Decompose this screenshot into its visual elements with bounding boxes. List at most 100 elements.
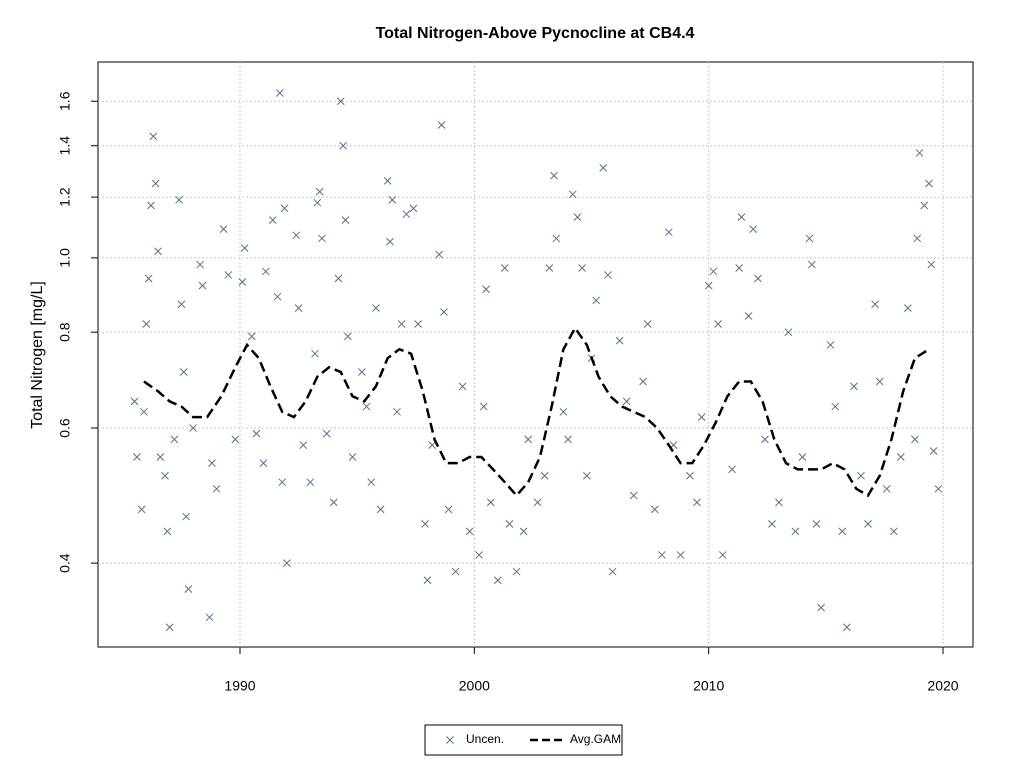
y-tick-label: 0.4 — [57, 553, 73, 573]
point — [170, 435, 179, 444]
point — [219, 225, 228, 233]
point — [465, 527, 474, 536]
point — [440, 308, 448, 316]
point — [165, 623, 174, 632]
point — [343, 332, 352, 341]
point — [482, 285, 490, 294]
point — [650, 505, 659, 514]
point — [367, 478, 376, 487]
point — [904, 304, 912, 312]
point — [744, 312, 753, 320]
point — [376, 505, 385, 514]
point — [934, 484, 943, 493]
point — [524, 435, 533, 444]
point — [451, 567, 460, 576]
point — [252, 429, 261, 438]
point — [142, 320, 151, 328]
point — [336, 97, 345, 106]
point — [208, 459, 216, 468]
point — [608, 567, 617, 576]
point — [573, 213, 582, 221]
point — [184, 585, 193, 593]
point — [198, 281, 207, 290]
point — [817, 603, 826, 612]
point — [838, 527, 847, 536]
point — [175, 196, 183, 204]
chart-title: Total Nitrogen-Above Pycnocline at CB4.4 — [376, 25, 695, 42]
point — [582, 471, 591, 480]
point — [154, 247, 162, 256]
point — [137, 505, 146, 514]
point — [163, 527, 172, 536]
point — [299, 441, 308, 449]
y-tick-label: 1.2 — [57, 187, 73, 207]
point — [151, 179, 160, 188]
point — [664, 228, 673, 237]
point — [568, 190, 577, 199]
point — [311, 349, 319, 358]
point — [693, 498, 701, 507]
point — [140, 407, 148, 416]
point — [920, 201, 929, 210]
y-tick-label: 1.4 — [57, 136, 73, 156]
y-tick-label: 1.6 — [57, 91, 73, 111]
point — [882, 484, 891, 493]
point — [749, 225, 758, 233]
point — [676, 551, 685, 559]
legend-box — [424, 724, 623, 756]
point — [850, 382, 858, 391]
point — [238, 278, 247, 286]
point — [156, 453, 165, 461]
point — [329, 498, 338, 507]
x-tick-label: 2000 — [459, 678, 490, 694]
point — [475, 551, 483, 559]
point — [761, 435, 769, 444]
plot-frame — [97, 61, 974, 648]
point — [205, 613, 214, 622]
gam-line — [143, 325, 930, 498]
point — [643, 320, 652, 328]
point — [259, 459, 268, 468]
point — [273, 292, 282, 301]
point — [714, 320, 722, 328]
point — [133, 453, 141, 461]
point — [550, 171, 558, 180]
point — [275, 89, 284, 97]
point — [871, 300, 879, 309]
point — [533, 498, 542, 507]
point — [247, 332, 256, 341]
point — [826, 341, 835, 349]
point — [768, 520, 776, 528]
point — [500, 264, 509, 272]
y-axis-label: Total Nitrogen [mg/L] — [29, 281, 46, 429]
point — [388, 196, 397, 204]
point — [622, 397, 631, 406]
y-tick-label: 0.6 — [57, 418, 73, 438]
point — [231, 435, 240, 444]
legend-swatch — [446, 736, 454, 744]
point — [182, 512, 190, 521]
point — [564, 435, 572, 444]
point — [280, 204, 289, 213]
point — [784, 328, 793, 337]
point — [805, 234, 814, 243]
point — [540, 471, 549, 480]
point — [737, 213, 746, 221]
x-tick-label: 2020 — [927, 678, 958, 694]
point — [657, 551, 666, 559]
point — [458, 382, 467, 391]
point — [437, 121, 446, 129]
point — [875, 377, 884, 386]
point — [341, 216, 350, 224]
point — [428, 441, 437, 449]
point — [704, 281, 713, 290]
point — [421, 520, 429, 528]
point — [292, 231, 301, 240]
point — [545, 264, 554, 272]
point — [144, 274, 153, 283]
point — [889, 527, 898, 536]
point — [896, 453, 905, 461]
point — [224, 271, 233, 279]
point — [283, 559, 291, 567]
point — [196, 260, 205, 269]
